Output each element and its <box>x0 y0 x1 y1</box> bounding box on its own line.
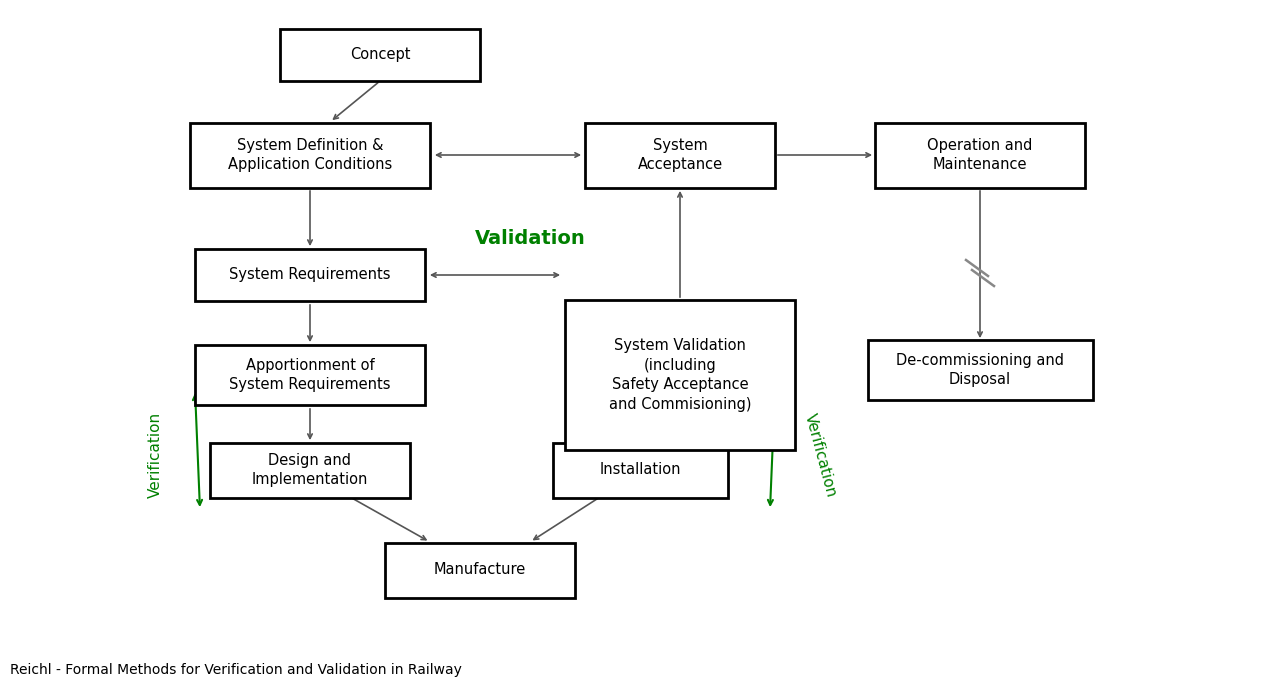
Text: De-commissioning and
Disposal: De-commissioning and Disposal <box>896 353 1064 387</box>
Text: Verification: Verification <box>801 411 838 499</box>
Text: Concept: Concept <box>349 48 411 63</box>
Text: Validation: Validation <box>475 229 585 247</box>
Text: System Definition &
Application Conditions: System Definition & Application Conditio… <box>228 138 392 172</box>
Bar <box>564 300 795 450</box>
Bar <box>385 542 575 597</box>
Bar <box>195 345 425 405</box>
Bar <box>195 249 425 301</box>
Bar <box>868 340 1093 400</box>
Text: System
Acceptance: System Acceptance <box>637 138 723 172</box>
Text: Installation: Installation <box>599 462 681 477</box>
Bar <box>210 442 410 497</box>
Text: System Validation
(including
Safety Acceptance
and Commisioning): System Validation (including Safety Acce… <box>609 338 751 412</box>
Text: Verification: Verification <box>147 412 163 498</box>
Bar <box>189 123 430 187</box>
Text: Reichl - Formal Methods for Verification and Validation in Railway: Reichl - Formal Methods for Verification… <box>10 663 462 677</box>
Text: Apportionment of
System Requirements: Apportionment of System Requirements <box>229 358 390 393</box>
Text: Operation and
Maintenance: Operation and Maintenance <box>927 138 1033 172</box>
Bar <box>553 442 727 497</box>
Bar <box>876 123 1085 187</box>
Text: Manufacture: Manufacture <box>434 562 526 577</box>
Bar <box>585 123 774 187</box>
Text: System Requirements: System Requirements <box>229 267 390 282</box>
Bar <box>280 29 480 81</box>
Text: Design and
Implementation: Design and Implementation <box>252 453 369 487</box>
